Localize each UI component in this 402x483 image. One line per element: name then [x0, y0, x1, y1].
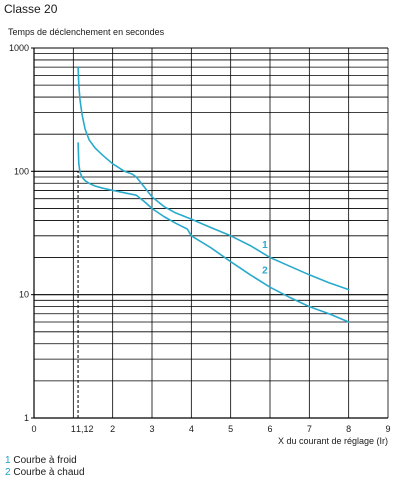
x-tick-label: 9: [385, 424, 390, 434]
legend-number: 1: [5, 455, 11, 466]
x-tick-label: 0: [31, 424, 36, 434]
legend-text: Courbe à chaud: [13, 467, 85, 478]
y-tick-label: 1000: [9, 43, 29, 53]
curve-label: 1: [262, 240, 268, 251]
x-tick-label: 1: [71, 424, 76, 434]
legend-text: Courbe à froid: [13, 455, 77, 466]
x-tick-label: 1,12: [76, 424, 94, 434]
y-axis-title: Temps de déclenchement en secondes: [8, 27, 165, 37]
x-tick-label: 6: [267, 424, 272, 434]
x-tick-label: 3: [149, 424, 154, 434]
x-axis-title: X du courant de réglage (Ir): [278, 436, 388, 446]
grid: [34, 47, 389, 419]
legend-item-hot: 2 Courbe à chaud: [5, 467, 85, 479]
curve-label: 2: [262, 266, 268, 277]
curves: [77, 66, 350, 323]
page-title: Classe 20: [4, 2, 58, 16]
x-tick-label: 7: [307, 424, 312, 434]
legend-item-cold: 1 Courbe à froid: [5, 455, 85, 467]
x-tick-label: 8: [346, 424, 351, 434]
y-tick-label: 1: [24, 413, 29, 423]
curve-2: [77, 142, 350, 323]
curve-1: [77, 66, 350, 291]
legend: 1 Courbe à froid 2 Courbe à chaud: [5, 455, 85, 479]
x-tick-label: 5: [228, 424, 233, 434]
y-tick-label: 10: [19, 290, 29, 300]
x-tick-label: 2: [110, 424, 115, 434]
y-tick-label: 100: [14, 166, 29, 176]
legend-number: 2: [5, 467, 11, 478]
x-tick-label: 4: [189, 424, 194, 434]
axes: [31, 47, 388, 419]
